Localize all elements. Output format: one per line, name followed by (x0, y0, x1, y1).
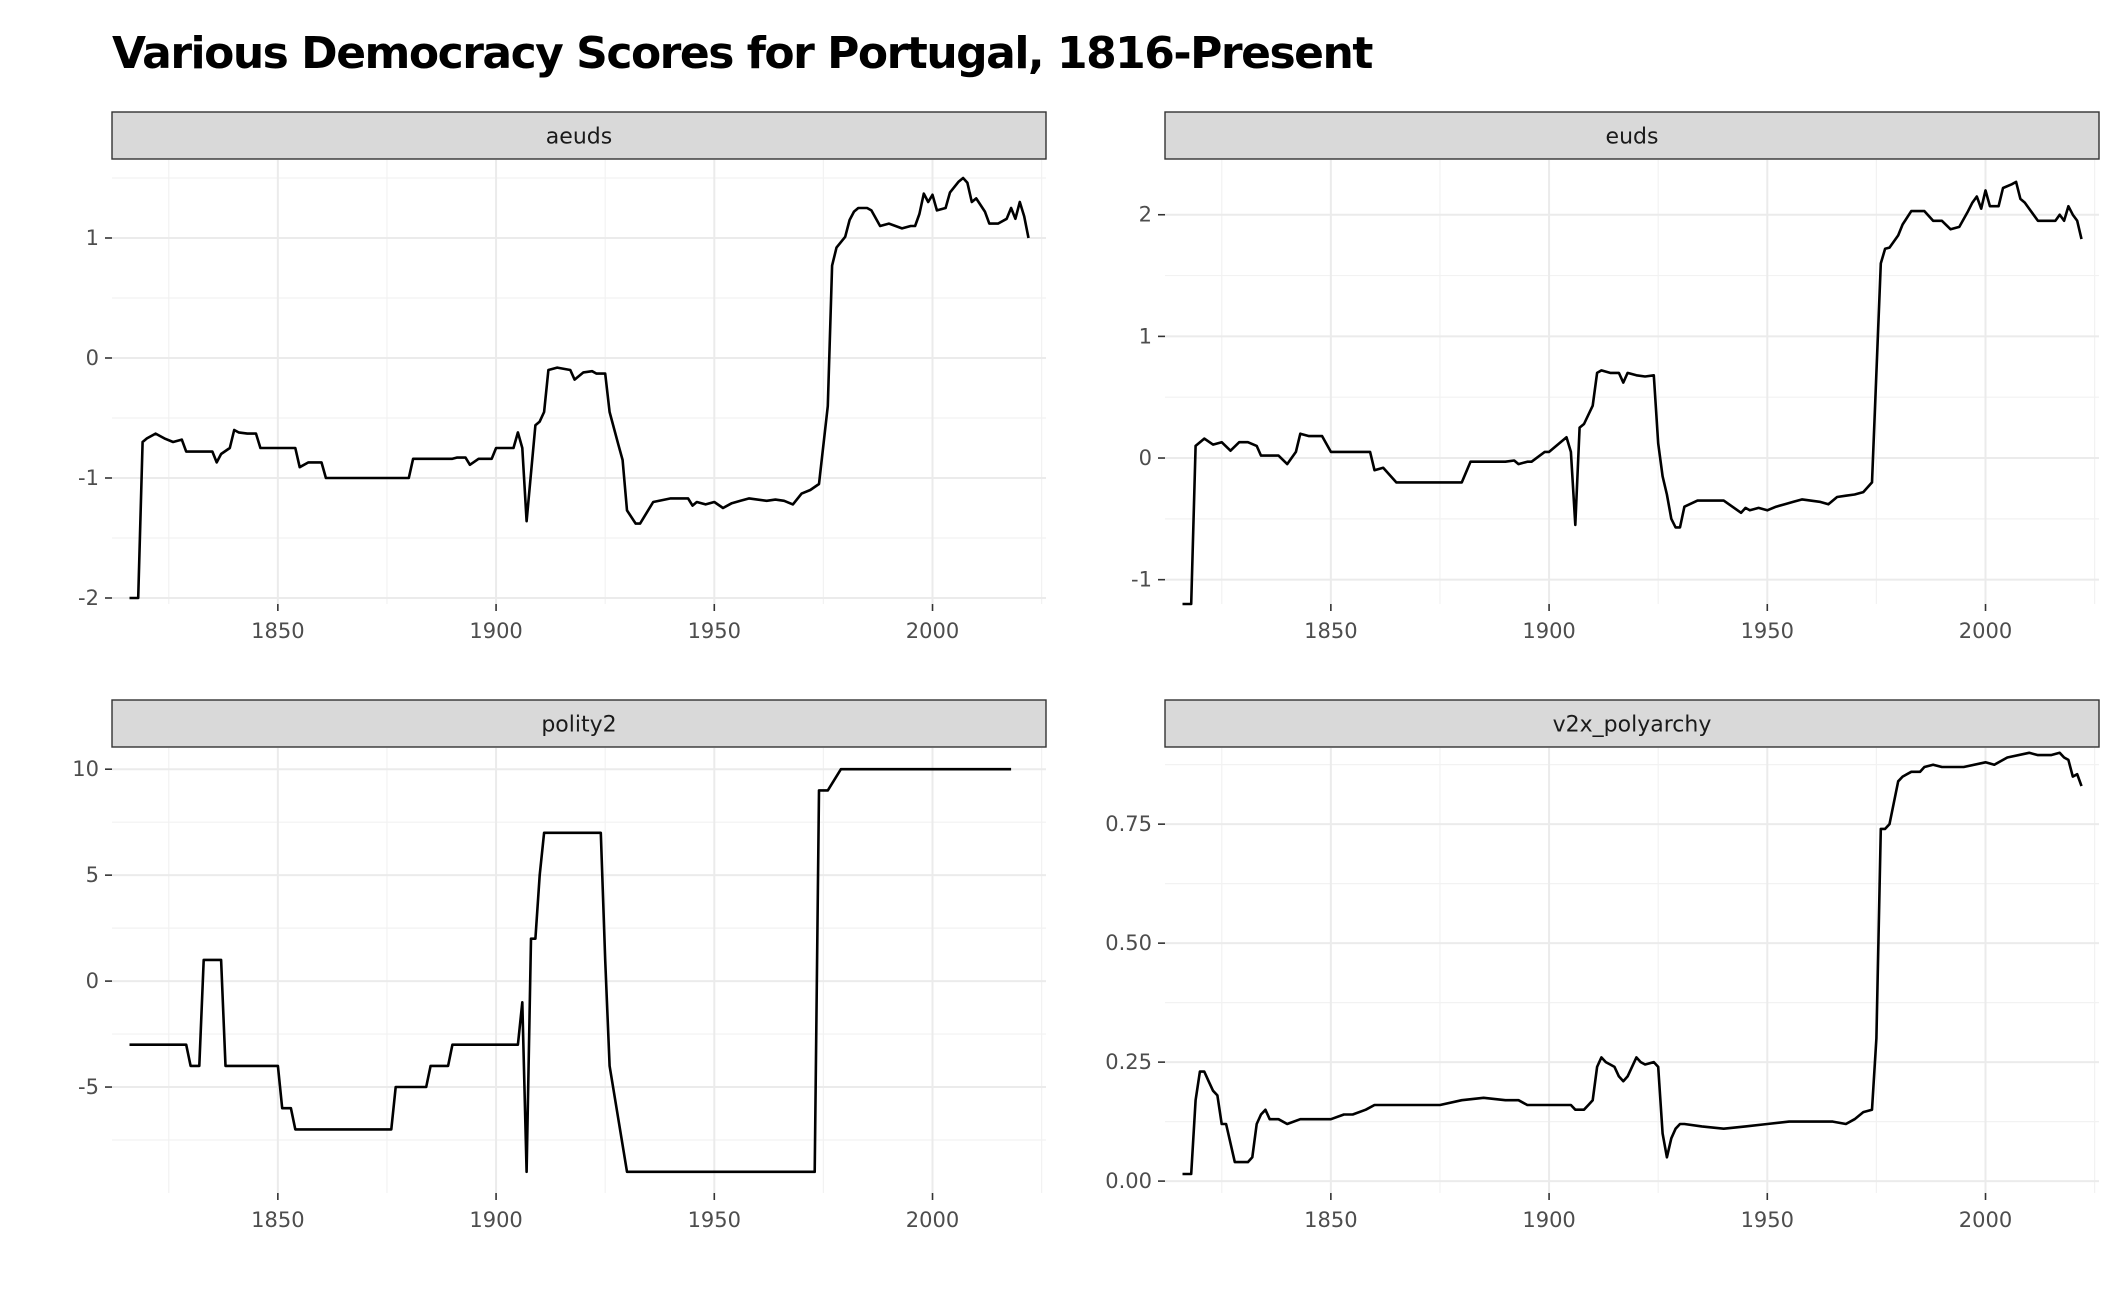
facet-strip (111, 111, 1047, 160)
x-tick-label: 1950 (1741, 619, 1794, 643)
x-tick-label: 1850 (1304, 1208, 1357, 1232)
x-tick-label: 1950 (688, 1208, 741, 1232)
facet-strip-label: aeuds (546, 125, 612, 150)
x-tick-label: 2000 (906, 1208, 959, 1232)
y-tick-label: 2 (1139, 203, 1152, 227)
y-tick-label: 0.25 (1105, 1050, 1152, 1074)
panel-v2x-polyarchy: v2x_polyarchy 1850 1900 1950 2000 0.00 0.25 0.5… (1105, 699, 2100, 1232)
panel-polity2: polity2 1850 1900 1950 2000 -5 0 5 10 (72, 699, 1047, 1232)
y-tick-label: -2 (78, 586, 99, 610)
panel-aeuds: aeuds 1850 1900 1950 2000 -2 -1 0 1 (78, 111, 1047, 643)
facet-strip-label: euds (1606, 125, 1659, 150)
y-tick-label: -5 (78, 1075, 99, 1099)
y-tick-label: 0 (86, 346, 99, 370)
facet-strip-label: v2x_polyarchy (1553, 713, 1712, 738)
x-tick-label: 2000 (1959, 619, 2012, 643)
y-tick-label: 0.00 (1105, 1169, 1152, 1193)
x-tick-label: 1900 (469, 1208, 522, 1232)
y-tick-label: -1 (1131, 568, 1152, 592)
facet-strip (111, 699, 1047, 748)
y-tick-label: 0 (86, 969, 99, 993)
x-tick-label: 1900 (469, 619, 522, 643)
series-line-aeuds (129, 176, 1030, 600)
chart-title: Various Democracy Scores for Portugal, 1… (112, 28, 1373, 79)
x-tick-label: 2000 (906, 619, 959, 643)
x-tick-label: 1850 (1304, 619, 1357, 643)
x-tick-label: 1900 (1522, 619, 1575, 643)
y-tick-label: 1 (1139, 324, 1152, 348)
facet-strip-label: polity2 (541, 713, 616, 738)
series-line-euds (1182, 180, 2083, 606)
y-tick-label: 0.75 (1105, 812, 1152, 836)
x-tick-label: 1900 (1522, 1208, 1575, 1232)
y-tick-label: 10 (72, 757, 99, 781)
x-tick-label: 1850 (251, 1208, 304, 1232)
y-tick-label: 5 (86, 863, 99, 887)
panel-euds: euds 1850 1900 1950 2000 -1 0 1 2 (1131, 111, 2100, 643)
series-line-polity2 (129, 767, 1012, 1174)
y-tick-label: 0.50 (1105, 931, 1152, 955)
facet-strip (1164, 111, 2100, 160)
x-tick-label: 1850 (251, 619, 304, 643)
x-tick-label: 2000 (1959, 1208, 2012, 1232)
y-tick-label: 0 (1139, 446, 1152, 470)
x-tick-label: 1950 (1741, 1208, 1794, 1232)
x-tick-label: 1950 (688, 619, 741, 643)
y-tick-label: -1 (78, 466, 99, 490)
series-line-v2x-polyarchy (1182, 751, 2083, 1176)
y-tick-label: 1 (86, 226, 99, 250)
facet-strip (1164, 699, 2100, 748)
